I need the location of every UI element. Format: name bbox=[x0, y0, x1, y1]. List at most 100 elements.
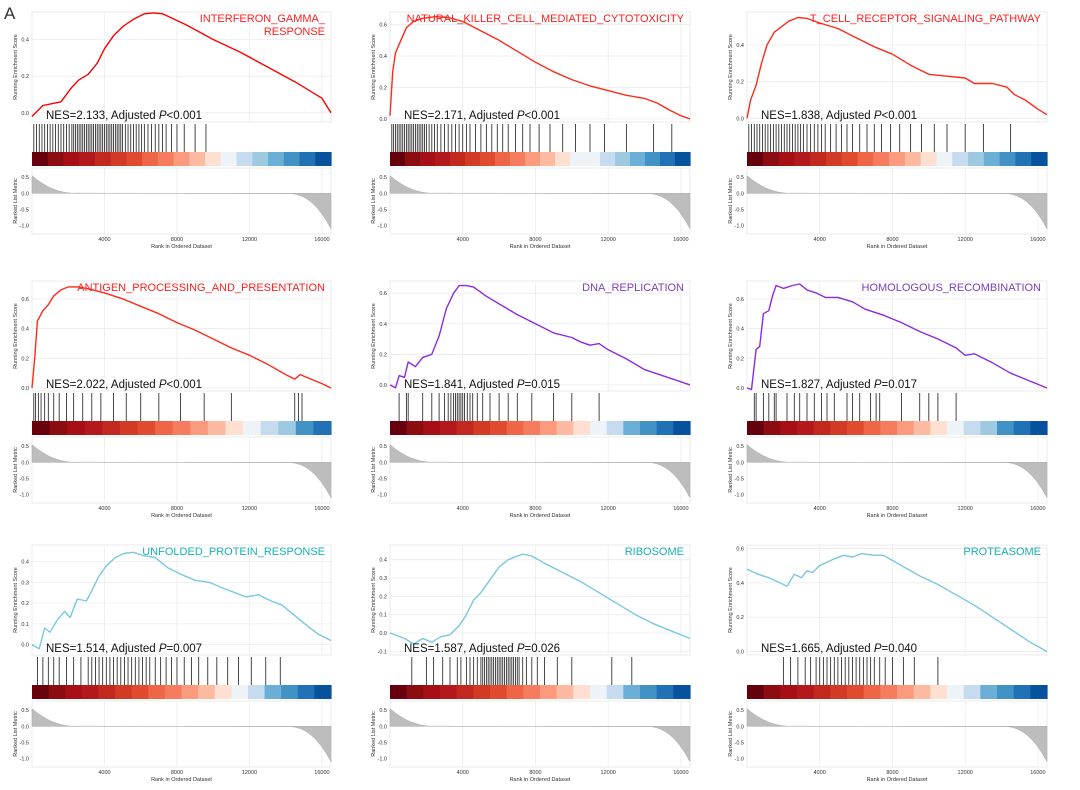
nes-value: NES=1.841, Adjusted bbox=[404, 379, 517, 391]
es-y-tick-label: 0.2 bbox=[379, 594, 387, 600]
rank-heat-segment bbox=[225, 421, 244, 435]
rank-heat-segment bbox=[205, 152, 222, 166]
rank-heat-segment bbox=[936, 152, 953, 166]
rank-heat-segment bbox=[606, 685, 624, 699]
rank-heat-segment bbox=[573, 421, 591, 435]
rank-heat-segment bbox=[830, 421, 848, 435]
p-value: =0.007 bbox=[167, 643, 203, 655]
es-curve-line bbox=[746, 283, 1048, 391]
es-curve-line bbox=[389, 284, 691, 389]
metric-y-tick-label: 0.5 bbox=[21, 175, 29, 181]
nes-annotation: NES=1.841, Adjusted P=0.015 bbox=[404, 379, 560, 391]
rank-heat-segment bbox=[32, 421, 51, 435]
rank-heat-segment bbox=[913, 421, 931, 435]
p-value: <0.001 bbox=[167, 379, 203, 391]
rank-heat-segment bbox=[640, 685, 658, 699]
rank-heat-segment bbox=[540, 685, 558, 699]
metric-y-tick-label: 0.0 bbox=[21, 724, 29, 730]
metric-plot-area bbox=[31, 700, 332, 768]
metric-y-tick-label: -1.0 bbox=[735, 757, 744, 763]
metric-y-tick-label: -1.0 bbox=[378, 757, 387, 763]
rank-heat-segment bbox=[523, 421, 541, 435]
rank-heat-segment bbox=[440, 685, 458, 699]
es-y-tick-label: 0.1 bbox=[379, 613, 387, 619]
es-y-axis-label: Running Enrichment Score bbox=[13, 34, 19, 100]
x-tick-label: 8000 bbox=[886, 770, 898, 776]
rank-heat-segment bbox=[1013, 685, 1031, 699]
x-tick-label: 12000 bbox=[242, 770, 257, 776]
x-tick-label: 8000 bbox=[529, 770, 541, 776]
es-y-tick-label: 0.4 bbox=[379, 558, 387, 564]
es-y-tick-label: 0.0 bbox=[21, 643, 29, 649]
x-tick-label: 4000 bbox=[98, 770, 110, 776]
rank-heat-segment bbox=[198, 685, 216, 699]
rank-heat-segment bbox=[660, 152, 676, 166]
es-y-axis-label: Running Enrichment Score bbox=[728, 303, 734, 369]
x-tick-label: 16000 bbox=[1030, 237, 1045, 243]
p-symbol: P bbox=[517, 379, 525, 391]
nes-value: NES=1.514, Adjusted bbox=[46, 643, 159, 655]
rank-heat-segment bbox=[523, 685, 541, 699]
ranked-metric-area bbox=[389, 708, 691, 763]
es-y-tick-label: 0.0 bbox=[21, 111, 29, 117]
p-symbol: P bbox=[874, 110, 882, 122]
rank-heat-segment bbox=[63, 152, 80, 166]
rank-heat-segment bbox=[295, 421, 315, 435]
metric-plot-area bbox=[389, 436, 691, 504]
es-y-tick-label: 0.4 bbox=[379, 54, 387, 60]
x-tick-label: 8000 bbox=[171, 506, 183, 512]
rank-heat-segment bbox=[268, 152, 285, 166]
nes-value: NES=2.022, Adjusted bbox=[46, 379, 159, 391]
gene-set-title: NATURAL_KILLER_CELL_MEDIATED_CYTOTOXICIT… bbox=[407, 13, 685, 25]
x-tick-label: 4000 bbox=[814, 770, 826, 776]
gsea-panel-1: 0.4 0.2 0.0 Running Enrichment Score 0.5 0.0 -… bbox=[13, 11, 332, 250]
nes-annotation: NES=1.665, Adjusted P=0.040 bbox=[761, 643, 917, 655]
gsea-panel-5: 0.6 0.4 0.2 0.0 Running Enrichment Score 0.5 0… bbox=[371, 280, 691, 519]
rank-heat-segment bbox=[231, 685, 249, 699]
rank-heat-segment bbox=[778, 152, 795, 166]
p-symbol: P bbox=[874, 643, 882, 655]
rank-heat-segment bbox=[656, 421, 674, 435]
rank-heat-segment bbox=[797, 685, 815, 699]
rank-heat-segment bbox=[315, 152, 332, 166]
rank-heat-segment bbox=[904, 152, 922, 166]
rank-heat-segment bbox=[423, 421, 441, 435]
es-plot-area bbox=[389, 280, 691, 392]
rank-heat-segment bbox=[623, 685, 641, 699]
rank-heat-segment bbox=[110, 152, 128, 166]
nes-annotation: NES=1.514, Adjusted P=0.007 bbox=[46, 643, 202, 655]
rank-heat-segment bbox=[405, 152, 421, 166]
es-y-tick-label: 0.0 bbox=[379, 117, 387, 123]
rank-heat-segment bbox=[570, 152, 586, 166]
rank-heat-segment bbox=[49, 421, 68, 435]
metric-y-tick-label: -0.5 bbox=[20, 476, 29, 482]
rank-heat-segment bbox=[555, 152, 571, 166]
rank-heat-segment bbox=[863, 685, 881, 699]
metric-y-tick-label: 0.5 bbox=[736, 175, 744, 181]
metric-y-tick-label: -1.0 bbox=[378, 493, 387, 499]
nes-annotation: NES=1.587, Adjusted P=0.026 bbox=[404, 643, 560, 655]
x-tick-label: 8000 bbox=[886, 237, 898, 243]
rank-heat-segment bbox=[863, 421, 881, 435]
rank-heat-segment bbox=[590, 685, 608, 699]
rank-heat-segment bbox=[889, 152, 906, 166]
x-tick-label: 8000 bbox=[529, 237, 541, 243]
rank-heat-segment bbox=[606, 421, 624, 435]
es-y-tick-label: 0.2 bbox=[379, 85, 387, 91]
metric-y-tick-label: 0.5 bbox=[379, 175, 387, 181]
rank-heat-segment bbox=[980, 685, 998, 699]
metric-y-tick-label: 0.5 bbox=[379, 444, 387, 450]
gsea-panel-6: 0.6 0.4 0.2 0.0 Running Enrichment Score 0.5 0… bbox=[728, 280, 1048, 519]
metric-y-tick-label: 0.5 bbox=[736, 708, 744, 714]
metric-y-tick-label: 0.0 bbox=[379, 724, 387, 730]
rank-heat-segment bbox=[148, 685, 166, 699]
rank-heat-segment bbox=[450, 152, 466, 166]
rank-heat-segment bbox=[615, 152, 631, 166]
es-y-axis-label: Running Enrichment Score bbox=[371, 303, 377, 369]
rank-heat-segment bbox=[299, 152, 316, 166]
metric-y-tick-label: -1.0 bbox=[20, 224, 29, 230]
p-symbol: P bbox=[159, 379, 167, 391]
rank-heat-segment bbox=[220, 152, 238, 166]
rank-heat-segment bbox=[260, 421, 279, 435]
gsea-panel-2: 0.6 0.4 0.2 0.0 Running Enrichment Score 0.5 0… bbox=[371, 11, 691, 250]
